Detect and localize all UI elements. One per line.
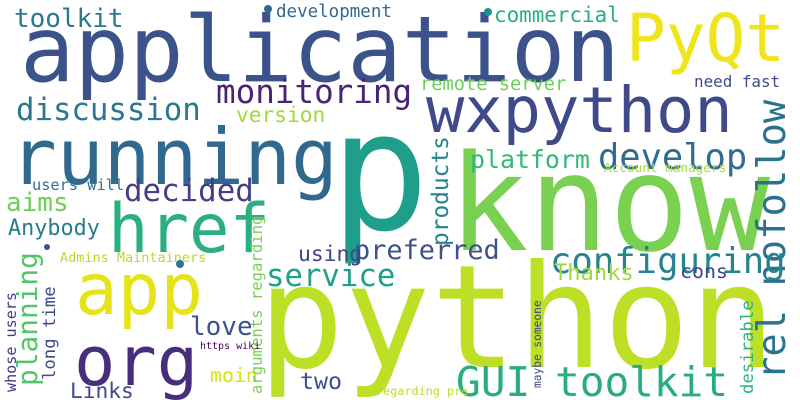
word-users-will: users will bbox=[32, 176, 125, 194]
word-p: p bbox=[330, 76, 430, 268]
word-application: application bbox=[20, 0, 620, 103]
word-using: using bbox=[298, 242, 363, 267]
word-products: products bbox=[428, 136, 454, 246]
word-href: href bbox=[108, 190, 271, 268]
word-platform: platform bbox=[470, 145, 590, 174]
dot-marker bbox=[484, 8, 492, 16]
word-aims: aims bbox=[6, 188, 69, 218]
word-regarding-pro: regarding pro bbox=[376, 384, 469, 398]
word-desirable: desirable bbox=[738, 300, 758, 394]
word-long-time: long time bbox=[40, 286, 60, 380]
word-toolkit: toolkit bbox=[14, 4, 124, 34]
word-whose-users: whose users bbox=[2, 292, 20, 392]
word-pyqt: PyQt bbox=[626, 0, 786, 77]
dot-marker bbox=[176, 260, 184, 268]
word-two: two bbox=[300, 368, 343, 395]
word-arguments-regarding: arguments regarding bbox=[248, 215, 266, 394]
word-account-managers: Account managers bbox=[604, 160, 727, 175]
word-links: Links bbox=[70, 378, 134, 400]
word-need-fast: need fast bbox=[694, 72, 781, 91]
word-running: running bbox=[10, 113, 338, 203]
word-anybody: Anybody bbox=[8, 216, 100, 241]
word-remote-server: remote server bbox=[420, 74, 567, 95]
word-develop: develop bbox=[598, 137, 748, 178]
word-maybe-someone: maybe someone bbox=[531, 300, 544, 388]
word-love: love bbox=[190, 312, 253, 342]
word-gui-toolkit: GUI toolkit bbox=[456, 358, 729, 400]
word-https-wiki: https wiki bbox=[200, 341, 261, 352]
word-wxpython: wxpython bbox=[426, 74, 733, 148]
word-moin: moin bbox=[210, 364, 258, 387]
word-org: org bbox=[74, 322, 199, 400]
word-thanks: Thanks bbox=[554, 260, 634, 286]
dot-marker bbox=[44, 244, 50, 250]
word-python: python bbox=[258, 234, 776, 400]
word-configuring: configuring bbox=[550, 241, 786, 282]
word-service: service bbox=[266, 259, 396, 294]
word-admins-maintainers: Admins Maintainers bbox=[60, 250, 207, 266]
word-commercial: commercial bbox=[494, 3, 620, 27]
dot-marker bbox=[264, 5, 272, 13]
word-decided: decided bbox=[124, 173, 254, 209]
word-preferred: preferred bbox=[354, 235, 500, 266]
word-rel-nofollow: rel nofollow bbox=[750, 99, 795, 380]
word-development: development bbox=[276, 2, 392, 22]
word-cons: cons bbox=[680, 260, 728, 283]
word-know: know bbox=[448, 126, 770, 282]
word-monitoring: monitoring bbox=[216, 73, 413, 111]
word-discussion: discussion bbox=[16, 93, 201, 128]
word-version: version bbox=[236, 102, 326, 127]
